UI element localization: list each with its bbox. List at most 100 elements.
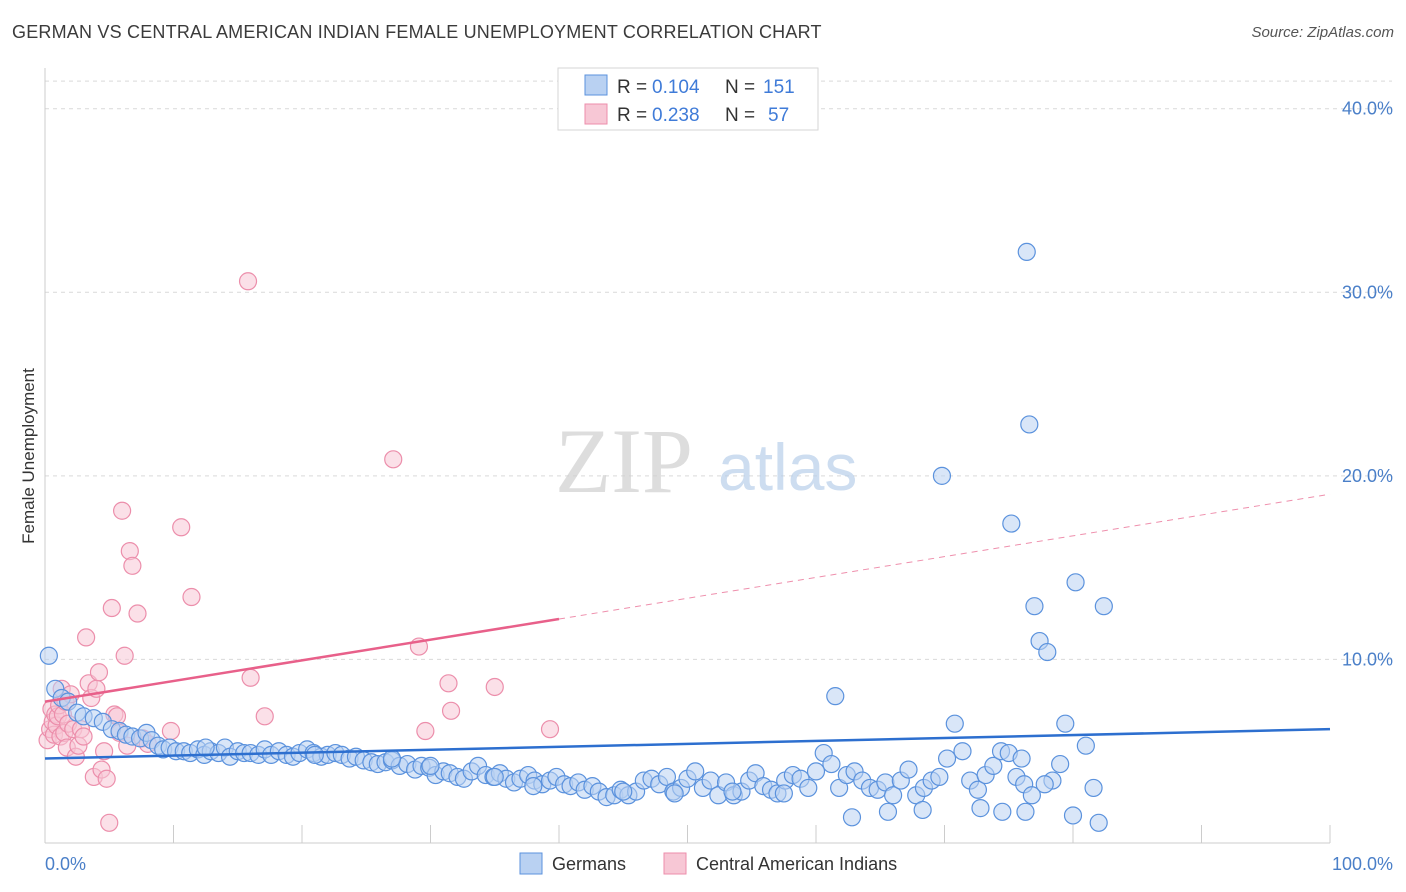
germans-point-0 (39, 646, 58, 665)
germans-point-156 (614, 782, 633, 801)
legend-n-value-cai: 57 (768, 105, 789, 126)
legend-r-value-cai: 0.238 (652, 105, 700, 126)
legend-r-label-germans: R = (617, 77, 647, 98)
germans-point-161 (305, 745, 324, 764)
x-tick-label-0: 0.0% (45, 854, 86, 874)
cai-point-45 (172, 518, 191, 537)
watermark-atlas: atlas (718, 430, 857, 504)
germans-point-163 (1002, 514, 1021, 533)
cai-point-44 (161, 721, 181, 741)
y-tick-label-3: 40.0% (1342, 99, 1393, 119)
germans-point-164 (1016, 802, 1035, 821)
cai-point-54 (441, 701, 461, 720)
cai-point-52 (416, 721, 435, 741)
germans-point-150 (878, 802, 898, 821)
legend-bottom-label-germans: Germans (552, 854, 626, 874)
germans-point-149 (913, 800, 932, 820)
source-label: Source: ZipAtlas.com (1251, 24, 1394, 41)
cai-point-21 (74, 727, 93, 746)
cai-point-37 (115, 646, 134, 665)
germans-point-153 (774, 784, 793, 803)
germans-point-139 (1063, 806, 1083, 825)
germans-point-145 (1012, 749, 1031, 768)
germans-point-130 (984, 756, 1003, 776)
legend-n-value-germans: 151 (763, 77, 795, 98)
germans-point-128 (968, 780, 988, 799)
cai-trend-line (44, 617, 560, 703)
cai-point-27 (89, 663, 109, 682)
germans-point-166 (1017, 242, 1036, 261)
cai-point-50 (384, 450, 403, 469)
legend-bottom: Germans Central American Indians (519, 852, 897, 875)
legend-swatch-germans (584, 74, 608, 96)
germans-point-137 (1038, 642, 1057, 662)
germans-point-146 (993, 802, 1012, 821)
germans-point-165 (1020, 415, 1039, 434)
grid-lines (45, 80, 1392, 660)
germans-point-91 (686, 762, 705, 781)
cai-point-29 (95, 742, 114, 761)
germans-point-159 (421, 756, 440, 776)
x-tick-label-1: 100.0% (1332, 854, 1393, 874)
cai-point-32 (102, 598, 121, 618)
cai-point-30 (97, 769, 116, 788)
legend-r-label-cai: R = (617, 105, 647, 126)
cai-point-47 (238, 272, 258, 291)
cai-point-40 (123, 556, 142, 575)
germans-point-124 (937, 749, 957, 768)
germans-point-123 (930, 767, 949, 787)
germans-point-125 (945, 714, 964, 733)
cai-trend-line-extension (558, 493, 1331, 620)
germans-point-140 (1076, 736, 1095, 755)
germans-point-151 (842, 808, 862, 827)
germans-point-141 (1089, 813, 1108, 832)
germans-point-152 (826, 687, 845, 706)
series-germans (39, 242, 1113, 832)
germans-point-119 (899, 760, 918, 779)
germans-point-155 (665, 784, 684, 803)
germans-point-158 (485, 767, 504, 787)
germans-point-106 (799, 778, 818, 798)
germans-point-117 (883, 786, 903, 805)
cai-point-31 (100, 813, 119, 832)
trend-lines (44, 493, 1331, 760)
cai-point-41 (128, 604, 147, 623)
cai-point-55 (485, 677, 504, 697)
germans-point-109 (822, 754, 841, 774)
germans-point-169 (1094, 597, 1113, 616)
germans-trend-line (44, 727, 1331, 760)
cai-point-56 (540, 720, 560, 739)
legend-top: R = 0.104 N = 151 R = 0.238 N = 57 (557, 67, 819, 131)
legend-swatch-central-american-indians (584, 103, 608, 125)
germans-point-126 (953, 742, 972, 761)
y-tick-labels: 10.0% 20.0% 30.0% 40.0% (1342, 99, 1393, 670)
chart-title: GERMAN VS CENTRAL AMERICAN INDIAN FEMALE… (12, 22, 822, 42)
germans-point-154 (723, 782, 742, 801)
y-axis-label: Female Unemployment (19, 368, 38, 544)
legend-bottom-swatch-cai (663, 852, 687, 875)
germans-point-144 (1025, 597, 1044, 616)
cai-point-49 (255, 707, 274, 726)
legend-n-label-germans: N = (725, 77, 755, 98)
y-tick-label-2: 30.0% (1342, 282, 1393, 302)
watermark-zip: ZIP (555, 410, 693, 512)
germans-point-168 (1066, 573, 1085, 592)
cai-point-22 (77, 628, 96, 647)
y-tick-label-1: 20.0% (1342, 466, 1393, 486)
y-tick-label-0: 10.0% (1342, 649, 1393, 669)
germans-point-148 (932, 466, 952, 485)
cai-point-53 (439, 674, 458, 693)
germans-point-138 (1051, 754, 1070, 774)
germans-point-162 (196, 738, 215, 757)
cai-point-39 (120, 542, 139, 561)
x-tick-labels: 0.0% 100.0% (45, 854, 1393, 874)
germans-point-160 (382, 749, 402, 768)
germans-point-135 (1022, 786, 1041, 805)
legend-bottom-swatch-germans (519, 852, 543, 875)
germans-point-167 (1035, 775, 1054, 794)
legend-bottom-label-cai: Central American Indians (696, 854, 897, 874)
germans-point-147 (971, 799, 990, 818)
germans-point-142 (1056, 714, 1075, 733)
cai-point-36 (112, 501, 132, 520)
